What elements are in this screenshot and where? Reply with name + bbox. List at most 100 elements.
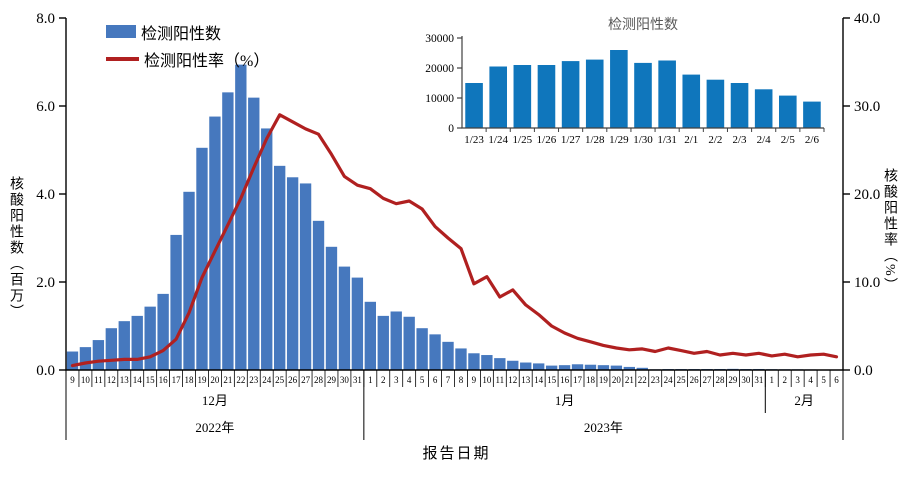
day-label: 8	[459, 375, 464, 385]
main-bar	[105, 328, 117, 370]
main-bar	[66, 351, 79, 370]
day-label: 26	[288, 375, 298, 385]
left-tick-label: 4.0	[36, 187, 55, 203]
inset-bar	[706, 79, 725, 128]
day-label: 11	[495, 375, 504, 385]
right-tick-label: 0.0	[854, 363, 873, 379]
main-bar	[494, 358, 506, 370]
inset-bar	[803, 101, 821, 128]
main-bar	[312, 220, 325, 370]
main-bar	[545, 365, 558, 370]
main-bar	[584, 364, 597, 370]
main-bar	[351, 277, 364, 370]
main-bar	[533, 363, 545, 370]
main-bar	[183, 191, 195, 370]
main-bar	[507, 360, 519, 370]
main-bar	[222, 92, 234, 371]
main-bar	[325, 246, 338, 370]
inset-bar	[730, 83, 749, 128]
day-label: 27	[703, 375, 713, 385]
day-label: 16	[560, 375, 570, 385]
day-label: 20	[210, 375, 220, 385]
day-label: 5	[821, 375, 826, 385]
day-label: 16	[159, 375, 169, 385]
day-label: 19	[599, 375, 609, 385]
inset-x-label: 2/3	[733, 134, 748, 146]
year-label: 2023年	[584, 420, 623, 435]
day-label: 30	[741, 375, 751, 385]
legend-item-line: 检测阳性率（%）	[106, 45, 269, 72]
main-bar	[299, 183, 312, 370]
day-label: 14	[534, 375, 544, 385]
day-label: 28	[715, 375, 725, 385]
inset-chart-title: 检测阳性数	[608, 18, 678, 33]
main-bar	[261, 128, 273, 370]
inset-y-tick-label: 30000	[425, 33, 454, 45]
day-label: 18	[185, 375, 195, 385]
inset-x-label: 1/25	[513, 134, 533, 146]
inset-bar	[537, 65, 556, 128]
inset-bar	[489, 66, 507, 128]
inset-bar	[513, 65, 532, 128]
day-label: 10	[482, 375, 492, 385]
day-label: 20	[612, 375, 622, 385]
month-label: 2月	[794, 393, 814, 408]
inset-bar	[585, 59, 604, 128]
inset-y-tick-label: 20000	[425, 63, 454, 75]
main-bar	[364, 301, 376, 370]
inset-bar	[754, 89, 773, 128]
day-label: 25	[275, 375, 285, 385]
left-tick-label: 8.0	[36, 11, 55, 27]
right-tick-label: 30.0	[854, 99, 880, 115]
day-label: 30	[340, 375, 350, 385]
inset-x-label: 2/6	[805, 134, 820, 146]
main-bar	[610, 365, 623, 370]
day-label: 2	[782, 375, 787, 385]
inset-x-label: 2/5	[781, 134, 796, 146]
day-label: 2	[381, 375, 386, 385]
day-label: 5	[420, 375, 425, 385]
inset-x-label: 1/23	[464, 134, 484, 146]
day-label: 19	[197, 375, 207, 385]
inset-x-label: 1/28	[585, 134, 605, 146]
day-label: 21	[625, 375, 634, 385]
day-label: 25	[677, 375, 687, 385]
main-bar	[429, 334, 441, 370]
inset-x-label: 2/4	[757, 134, 772, 146]
inset-x-label: 1/24	[488, 134, 508, 146]
inset-x-label: 1/27	[561, 134, 581, 146]
day-label: 29	[327, 375, 337, 385]
main-bar	[597, 365, 610, 370]
inset-bar	[561, 61, 580, 128]
main-bar	[286, 177, 299, 370]
day-label: 4	[808, 375, 813, 385]
day-label: 3	[795, 375, 800, 385]
day-label: 26	[690, 375, 700, 385]
day-label: 22	[638, 375, 647, 385]
main-bar	[558, 365, 571, 370]
day-label: 22	[236, 375, 245, 385]
left-axis-title: 核酸阳性数（百万）	[8, 176, 23, 320]
main-bar	[157, 293, 169, 370]
legend-line-swatch-icon	[106, 56, 139, 61]
day-label: 13	[120, 375, 130, 385]
inset-bar	[682, 74, 701, 128]
inset-x-label: 1/31	[657, 134, 677, 146]
day-label: 10	[81, 375, 91, 385]
inset-bar	[610, 50, 628, 128]
day-label: 12	[107, 375, 116, 385]
day-label: 23	[249, 375, 259, 385]
main-bar	[131, 315, 143, 370]
month-label: 12月	[202, 393, 228, 408]
main-bar	[248, 97, 260, 370]
day-label: 6	[834, 375, 839, 385]
inset-y-tick-label: 0	[448, 123, 454, 135]
day-label: 1	[770, 375, 775, 385]
main-bar	[481, 355, 493, 370]
main-bar	[468, 353, 480, 370]
day-label: 17	[172, 375, 182, 385]
day-label: 23	[651, 375, 661, 385]
main-bar	[92, 340, 105, 370]
main-bar	[455, 348, 467, 370]
legend: 检测阳性数 检测阳性率（%）	[106, 18, 269, 72]
